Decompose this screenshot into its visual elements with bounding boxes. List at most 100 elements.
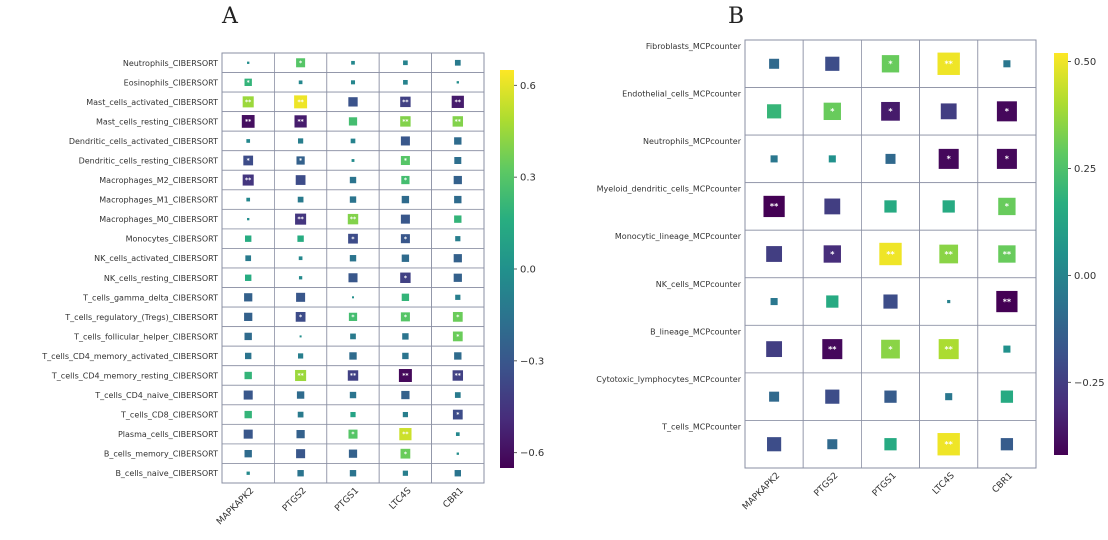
- row-label: NK_cells_resting_CIBERSORT: [104, 274, 218, 283]
- significance-marker: **: [945, 345, 954, 354]
- correlation-square: [401, 293, 410, 302]
- significance-marker: **: [945, 250, 954, 259]
- correlation-square: [885, 153, 896, 164]
- correlation-square: [348, 312, 358, 321]
- significance-marker: *: [830, 107, 835, 116]
- correlation-square: [452, 370, 464, 381]
- correlation-square: [297, 235, 304, 242]
- significance-marker: *: [888, 60, 893, 69]
- correlation-square: [763, 195, 785, 218]
- correlation-square: [822, 339, 843, 360]
- correlation-square: [454, 195, 462, 204]
- correlation-square: [296, 58, 306, 68]
- row-label: Eosinophils_CIBERSORT: [124, 78, 218, 87]
- significance-marker: *: [247, 79, 251, 86]
- row-label: T_cells_MCPcounter: [661, 422, 742, 431]
- correlation-square: [348, 429, 358, 439]
- correlation-square: [996, 101, 1017, 122]
- correlation-square: [295, 369, 307, 382]
- correlation-square: [937, 433, 960, 456]
- colorbar-tick-label: 0.00: [1074, 271, 1096, 282]
- correlation-square: [347, 213, 359, 225]
- row-label: T_cells_CD8_CIBERSORT: [120, 411, 218, 420]
- column-label: PTGS1: [333, 486, 361, 514]
- correlation-square: [349, 470, 357, 477]
- correlation-square: [246, 471, 250, 475]
- significance-marker: **: [770, 202, 779, 211]
- significance-marker: **: [297, 373, 304, 380]
- row-label: NK_cells_activated_CIBERSORT: [94, 254, 218, 263]
- correlation-square: [352, 296, 354, 299]
- correlation-square: [884, 438, 897, 451]
- row-label: Fibroblasts_MCPcounter: [646, 42, 742, 51]
- correlation-square: [823, 245, 841, 263]
- correlation-square: [298, 80, 303, 85]
- significance-marker: *: [888, 345, 893, 354]
- column-labels: MAPKAPK2 PTGS2 PTGS1 LTC4S CBR1: [741, 471, 1015, 512]
- correlation-square: [947, 299, 951, 304]
- column-label: PTGS2: [281, 486, 309, 514]
- correlation-square: [400, 116, 411, 127]
- correlation-square: [884, 200, 897, 213]
- row-label: Mast_cells_resting_CIBERSORT: [96, 117, 218, 126]
- significance-marker: **: [402, 119, 409, 126]
- significance-marker: **: [297, 119, 304, 126]
- correlation-square: [402, 470, 409, 476]
- correlation-square: [348, 449, 358, 458]
- correlation-square: [453, 175, 462, 185]
- significance-marker: *: [1005, 202, 1010, 211]
- significance-marker: *: [404, 236, 408, 243]
- correlation-square: [996, 290, 1018, 313]
- row-label: T_cells_regulatory_(Tregs)_CIBERSORT: [64, 313, 218, 322]
- correlation-square: [879, 242, 902, 266]
- correlation-square: [769, 391, 780, 402]
- correlation-square: [241, 115, 255, 128]
- row-label: Plasma_cells_CIBERSORT: [118, 430, 218, 439]
- row-label: Mast_cells_activated_CIBERSORT: [86, 98, 218, 107]
- correlation-square: [1003, 345, 1011, 353]
- row-label: Monocytes_CIBERSORT: [126, 235, 219, 244]
- correlation-square: [297, 138, 304, 144]
- correlation-square: [767, 104, 782, 119]
- significance-marker: *: [1005, 107, 1010, 116]
- significance-marker: *: [456, 314, 460, 321]
- correlation-square: [824, 198, 841, 215]
- row-label: Monocytic_lineage_MCPcounter: [615, 232, 742, 241]
- significance-marker: **: [828, 345, 837, 354]
- significance-marker: **: [402, 431, 409, 438]
- row-label: T_cells_CD4_memory_resting_CIBERSORT: [51, 372, 218, 381]
- correlation-square: [452, 331, 463, 342]
- correlation-square: [453, 254, 462, 263]
- correlation-square: [1000, 438, 1014, 451]
- correlation-square: [770, 155, 778, 163]
- correlation-square: [400, 136, 410, 146]
- significance-marker: *: [1005, 155, 1010, 164]
- correlation-square: [351, 60, 355, 65]
- correlation-square: [296, 449, 306, 459]
- significance-marker: *: [351, 236, 355, 243]
- correlation-square: [998, 245, 1016, 263]
- panel-label-b: B: [728, 4, 744, 29]
- correlation-square: [296, 430, 305, 439]
- correlation-square: [350, 333, 356, 340]
- correlation-square: [246, 197, 251, 202]
- correlation-square: [455, 294, 461, 300]
- correlation-square: [403, 60, 408, 66]
- row-label: Dendritic_cells_activated_CIBERSORT: [69, 137, 218, 146]
- significance-marker: *: [247, 158, 251, 165]
- correlation-square: [937, 52, 960, 75]
- correlation-square: [401, 390, 410, 400]
- heatmap-grid: **** ** ** **** ** ** *** * *** *** *** *** * * **** **…: [221, 52, 485, 484]
- significance-marker: **: [455, 119, 462, 126]
- correlation-square: [828, 155, 836, 163]
- correlation-square: [825, 389, 840, 404]
- correlation-square: [348, 233, 358, 244]
- row-label: Myeloid_dendritic_cells_MCPcounter: [597, 185, 742, 194]
- correlation-square: [244, 410, 252, 419]
- significance-marker: **: [402, 373, 409, 380]
- significance-marker: *: [947, 155, 952, 164]
- correlation-square: [456, 81, 459, 84]
- correlation-square: [455, 432, 460, 436]
- row-label: T_cells_CD4_naive_CIBERSORT: [94, 391, 218, 400]
